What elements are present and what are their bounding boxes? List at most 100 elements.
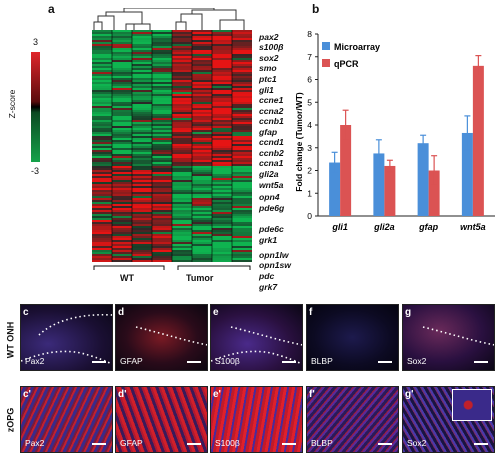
heatmap-cell xyxy=(172,214,193,217)
heatmap-cell xyxy=(92,60,113,63)
heatmap-cell xyxy=(192,200,213,203)
heatmap-cell xyxy=(212,246,233,249)
heatmap-cell xyxy=(212,92,233,95)
heatmap-cell xyxy=(112,86,133,89)
heatmap-cell xyxy=(192,76,213,79)
heatmap-cell xyxy=(92,138,113,141)
heatmap-cell xyxy=(152,58,173,61)
heatmap-cell xyxy=(152,48,173,51)
heatmap-cell xyxy=(92,36,113,39)
heatmap-cell xyxy=(152,212,173,215)
heatmap-cell xyxy=(132,112,153,115)
heatmap-cell xyxy=(212,176,233,179)
heatmap-cell xyxy=(132,136,153,139)
heatmap-cell xyxy=(92,80,113,83)
heatmap-cell xyxy=(232,34,252,37)
scale-bar xyxy=(282,361,296,363)
heatmap-cell xyxy=(92,122,113,125)
heatmap-cell xyxy=(192,190,213,193)
heatmap-cell xyxy=(192,152,213,155)
y-tick-label: 8 xyxy=(307,29,312,39)
heatmap-cell xyxy=(132,88,153,91)
heatmap-cell xyxy=(192,186,213,189)
micrograph-top-4: g Sox2 xyxy=(402,304,495,371)
heatmap-cell xyxy=(192,122,213,125)
heatmap-cell xyxy=(112,256,133,259)
heatmap-cell xyxy=(112,202,133,205)
y-tick-label: 3 xyxy=(307,143,312,153)
heatmap-cell xyxy=(132,178,153,181)
heatmap-cell xyxy=(132,108,153,111)
heatmap-cell xyxy=(112,170,133,173)
heatmap-cell xyxy=(132,68,153,71)
heatmap-cell xyxy=(172,136,193,139)
heatmap-cell xyxy=(232,214,252,217)
heatmap-cell xyxy=(212,70,233,73)
heatmap-cell xyxy=(232,212,252,215)
heatmap-cell xyxy=(132,72,153,75)
bar-microarray-gli2a xyxy=(373,153,385,216)
gene-label: ccna2 xyxy=(259,106,284,116)
heatmap-cell xyxy=(132,218,153,221)
y-tick-label: 0 xyxy=(307,211,312,221)
heatmap-cell xyxy=(172,236,193,239)
heatmap-cell xyxy=(92,132,113,135)
heatmap-cell xyxy=(112,182,133,185)
heatmap-cell xyxy=(212,134,233,137)
heatmap-cell xyxy=(192,142,213,145)
heatmap-cell xyxy=(152,96,173,99)
heatmap-cell xyxy=(232,32,252,35)
heatmap-cell xyxy=(232,182,252,185)
scale-bar xyxy=(378,361,392,363)
scale-bar xyxy=(92,361,106,363)
heatmap-dendrogram xyxy=(93,8,245,30)
gene-label: gfap xyxy=(259,127,278,137)
heatmap-cell xyxy=(152,72,173,75)
legend-swatch-microarray xyxy=(322,42,330,50)
stain-label: S100β xyxy=(215,438,240,448)
heatmap-cell xyxy=(112,184,133,187)
heatmap-cell xyxy=(172,152,193,155)
heatmap-cell xyxy=(172,122,193,125)
heatmap-cell xyxy=(152,86,173,89)
heatmap-cell xyxy=(152,160,173,163)
heatmap-cell xyxy=(152,170,173,173)
stain-label: Pax2 xyxy=(25,438,45,448)
heatmap-cell xyxy=(152,254,173,257)
heatmap-cell xyxy=(232,234,252,237)
heatmap-cell xyxy=(172,78,193,81)
heatmap-cell xyxy=(232,80,252,83)
heatmap-cell xyxy=(192,156,213,159)
heatmap-cell xyxy=(232,260,252,262)
heatmap-cell xyxy=(112,30,133,33)
heatmap-cell xyxy=(192,34,213,37)
heatmap-cell xyxy=(232,174,252,177)
heatmap-cell xyxy=(192,230,213,233)
heatmap-cell xyxy=(132,166,153,169)
heatmap-cell xyxy=(192,172,213,175)
heatmap-cell xyxy=(112,248,133,251)
micrograph-top-1: d GFAP xyxy=(115,304,208,371)
heatmap-cell xyxy=(172,42,193,45)
heatmap-cell xyxy=(172,176,193,179)
micrograph-top-2: e S100β xyxy=(210,304,303,371)
heatmap-cell xyxy=(172,50,193,53)
heatmap-cell xyxy=(192,194,213,197)
heatmap-cell xyxy=(192,176,213,179)
heatmap-cell xyxy=(212,226,233,229)
heatmap-cell xyxy=(192,192,213,195)
heatmap-cell xyxy=(172,44,193,47)
heatmap-cell xyxy=(172,110,193,113)
heatmap-cell xyxy=(92,92,113,95)
heatmap-cell xyxy=(132,216,153,219)
heatmap-cell xyxy=(212,214,233,217)
heatmap-cell xyxy=(92,218,113,221)
heatmap-cell xyxy=(212,48,233,51)
heatmap-cell xyxy=(152,100,173,103)
heatmap-cell xyxy=(152,52,173,55)
colorbar-max-label: 3 xyxy=(33,37,39,47)
heatmap-cell xyxy=(232,248,252,251)
heatmap-cell xyxy=(92,74,113,77)
heatmap-cell xyxy=(132,70,153,73)
heatmap-cell xyxy=(152,190,173,193)
